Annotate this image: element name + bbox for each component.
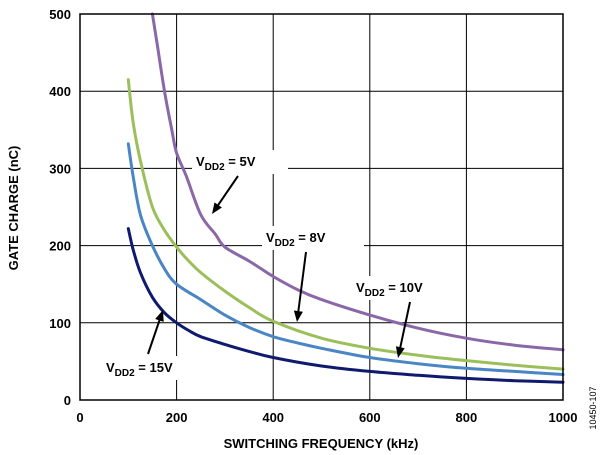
annotation-arrow-10v	[398, 301, 411, 350]
y-tick-label: 300	[49, 161, 71, 176]
x-tick-label: 400	[262, 410, 284, 425]
svg-text:VDD2 = 15V: VDD2 = 15V	[106, 360, 173, 379]
annotation-vdd2-10v: VDD2 = 10V	[352, 276, 456, 358]
y-tick-labels: 0 100 200 300 400 500	[49, 7, 71, 408]
annotation-arrowhead-10v	[395, 346, 405, 358]
y-tick-label: 0	[64, 393, 71, 408]
x-axis-label: SWITCHING FREQUENCY (kHz)	[224, 436, 419, 451]
annotation-vdd2-8v: VDD2 = 8V	[262, 226, 364, 322]
annotation-arrow-15v	[147, 318, 162, 355]
annotation-arrow-5v	[216, 175, 239, 208]
svg-text:VDD2 = 8V: VDD2 = 8V	[266, 230, 326, 249]
annotation-arrowhead-5v	[212, 202, 222, 214]
y-axis-label: GATE CHARGE (nC)	[6, 146, 21, 271]
x-tick-label: 200	[166, 410, 188, 425]
y-tick-label: 500	[49, 7, 71, 22]
y-tick-label: 200	[49, 239, 71, 254]
series-line-vdd2-5v	[150, 12, 565, 352]
y-tick-label: 400	[49, 84, 71, 99]
annotation-arrowhead-15v	[155, 310, 164, 322]
x-tick-label: 600	[359, 410, 381, 425]
series-line-vdd2-8v	[126, 78, 565, 371]
x-tick-labels: 0 200 400 600 800 1000	[76, 410, 577, 425]
y-tick-label: 100	[49, 316, 71, 331]
series-line-vdd2-10v	[126, 142, 565, 376]
annotation-vdd2-15v: VDD2 = 15V	[102, 310, 206, 380]
x-tick-label: 1000	[549, 410, 578, 425]
svg-text:VDD2 = 10V: VDD2 = 10V	[356, 280, 423, 299]
curve-annotations: VDD2 = 5V VDD2 = 8V VDD2 = 10V VDD2 = 15…	[102, 150, 456, 380]
x-tick-label: 0	[76, 410, 83, 425]
annotation-vdd2-5v: VDD2 = 5V	[192, 150, 288, 214]
annotation-arrowhead-8v	[293, 310, 303, 322]
figure-id: 10450-107	[588, 386, 598, 429]
svg-text:VDD2 = 5V: VDD2 = 5V	[196, 154, 256, 173]
series-lines	[126, 12, 565, 384]
x-tick-label: 800	[456, 410, 478, 425]
plot-frame	[79, 13, 564, 401]
annotation-arrow-8v	[297, 251, 307, 314]
series-line-vdd2-15v	[126, 227, 565, 384]
